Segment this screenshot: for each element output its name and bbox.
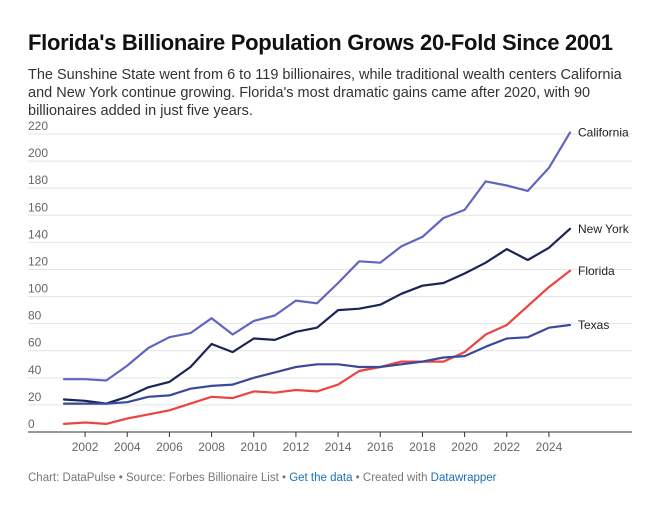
y-tick-label: 120 — [28, 254, 48, 268]
series-label-california: California — [578, 126, 629, 140]
footer-separator: • — [352, 472, 363, 484]
x-tick-label: 2022 — [493, 440, 520, 454]
series-labels: California New York Florida Texas — [578, 126, 630, 332]
y-tick-label: 100 — [28, 282, 48, 296]
y-tick-label: 60 — [28, 336, 42, 350]
x-tick-label: 2010 — [240, 440, 267, 454]
x-tick-label: 2018 — [409, 440, 436, 454]
footer-separator: • — [278, 472, 290, 484]
source-credit: Source: Forbes Billionaire List — [126, 472, 279, 484]
y-tick-label: 0 — [28, 417, 35, 431]
y-tick-label: 40 — [28, 363, 42, 377]
x-axis-ticks: 2002 2004 2006 2008 2010 2012 2014 2016 2018 2020… — [72, 432, 563, 454]
series-line-texas — [62, 323, 572, 405]
get-the-data-link[interactable]: Get the data — [289, 472, 353, 484]
series-label-new-york: New York — [578, 222, 630, 236]
y-tick-label: 200 — [28, 146, 48, 160]
y-tick-label: 20 — [28, 390, 42, 404]
chart-title: Florida's Billionaire Population Grows 2… — [28, 30, 613, 55]
created-with-text: Created with — [362, 472, 428, 484]
series-line-florida — [62, 269, 572, 425]
y-tick-label: 160 — [28, 200, 48, 214]
x-tick-label: 2014 — [325, 440, 352, 454]
y-axis-ticks: 0 20 40 60 80 100 120 140 160 180 200 220 — [28, 119, 48, 431]
chart-subtitle: The Sunshine State went from 6 to 119 bi… — [28, 67, 622, 119]
chart-credit: Chart: DataPulse — [28, 472, 116, 484]
series-label-florida: Florida — [578, 264, 615, 278]
x-tick-label: 2002 — [72, 440, 99, 454]
x-tick-label: 2024 — [536, 440, 563, 454]
series-line-new-york — [62, 227, 572, 405]
x-tick-label: 2016 — [367, 440, 394, 454]
x-tick-label: 2012 — [283, 440, 310, 454]
gridlines — [28, 133, 632, 433]
footer-separator: • — [115, 472, 126, 484]
x-tick-label: 2008 — [198, 440, 225, 454]
series-label-texas: Texas — [578, 318, 609, 332]
series-lines — [62, 131, 572, 425]
x-tick-label: 2006 — [156, 440, 183, 454]
y-tick-label: 80 — [28, 309, 42, 323]
x-tick-label: 2004 — [114, 440, 141, 454]
y-tick-label: 140 — [28, 227, 48, 241]
y-tick-label: 180 — [28, 173, 48, 187]
chart-footer: Chart: DataPulse • Source: Forbes Billio… — [28, 472, 497, 484]
series-line-california — [62, 131, 572, 382]
y-tick-label: 220 — [28, 119, 48, 133]
datawrapper-link[interactable]: Datawrapper — [430, 472, 497, 484]
x-tick-label: 2020 — [451, 440, 478, 454]
